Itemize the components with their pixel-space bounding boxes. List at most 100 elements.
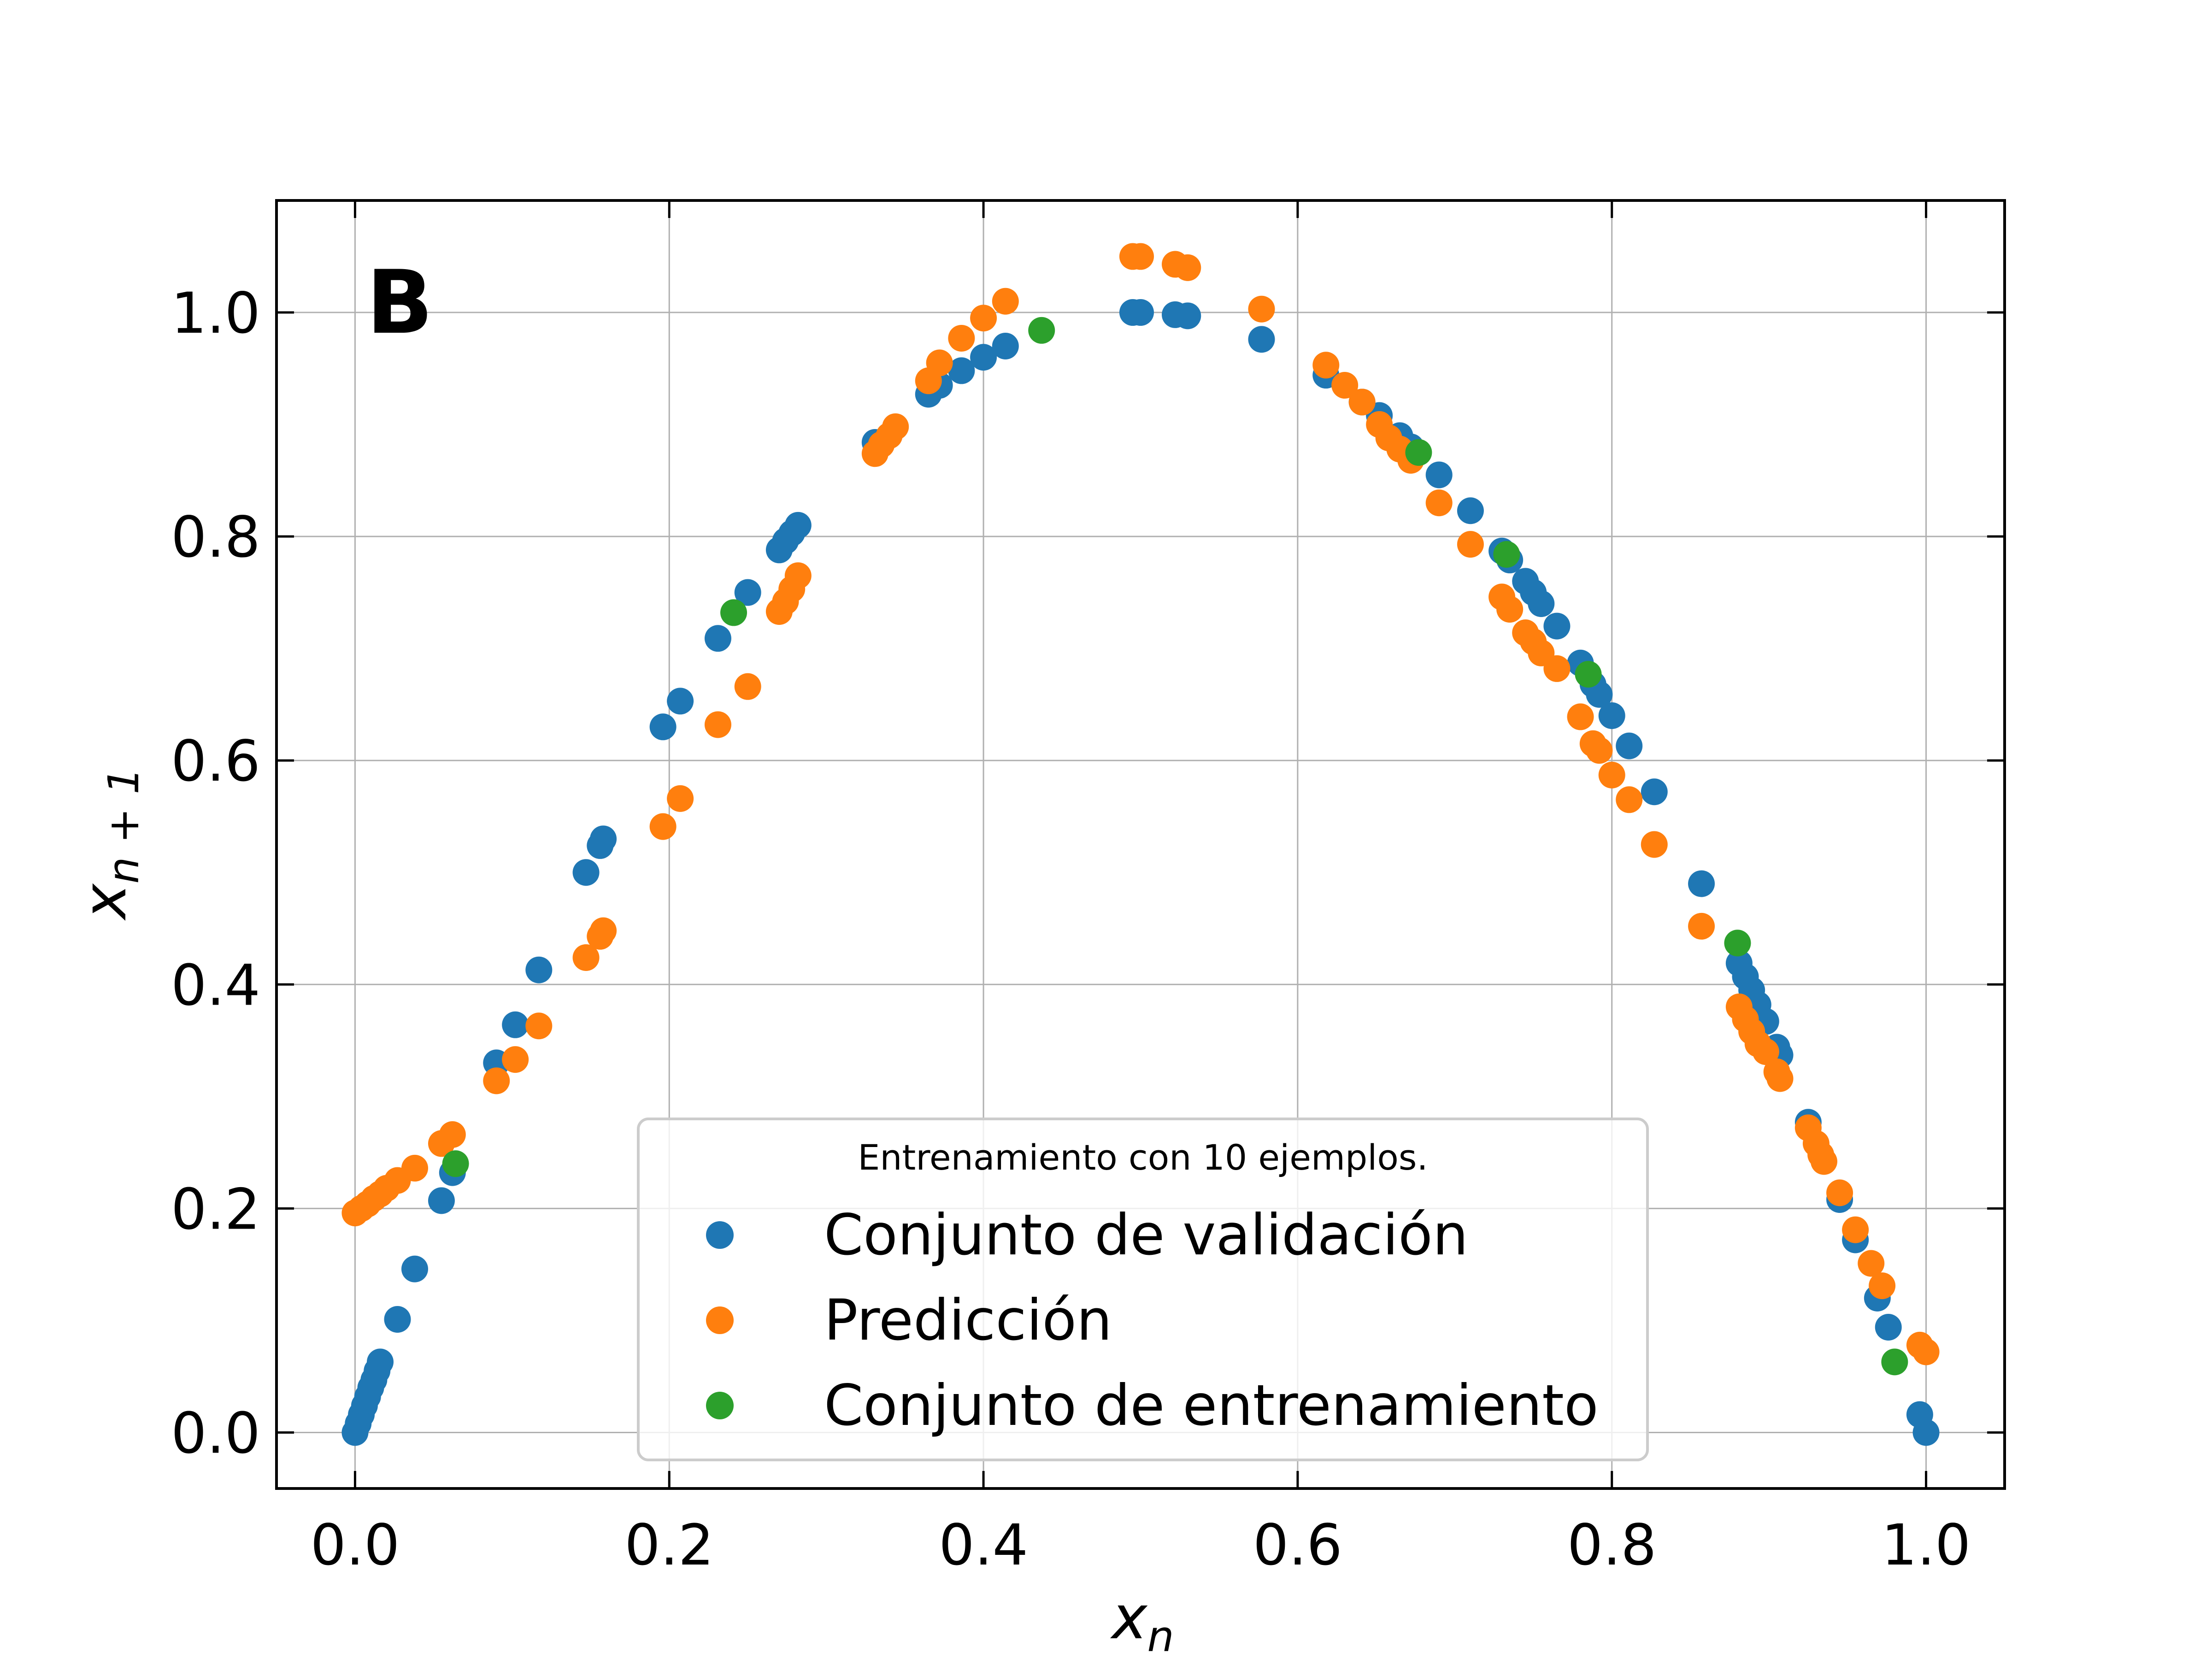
training-point	[1493, 541, 1520, 568]
validation-point	[784, 512, 812, 539]
legend-marker-validation	[706, 1221, 734, 1249]
x-tick-label: 0.2	[624, 1512, 714, 1578]
prediction-point	[1457, 531, 1484, 558]
prediction-point	[926, 349, 953, 377]
prediction-point	[1312, 352, 1340, 379]
prediction-point	[1174, 254, 1201, 281]
validation-point	[401, 1255, 428, 1282]
validation-point	[590, 825, 617, 853]
prediction-point	[502, 1046, 529, 1073]
prediction-point	[1543, 655, 1571, 682]
validation-point	[1586, 681, 1613, 708]
prediction-point	[1810, 1148, 1837, 1175]
y-tick-label: 0.4	[171, 953, 260, 1018]
validation-point	[1174, 302, 1201, 329]
validation-point	[1248, 326, 1275, 353]
series-prediction	[341, 243, 1940, 1365]
y-tick-label: 0.2	[171, 1177, 260, 1242]
validation-point	[649, 713, 677, 741]
validation-point	[1457, 497, 1484, 524]
validation-point	[1641, 778, 1668, 806]
prediction-point	[525, 1012, 553, 1040]
training-point	[442, 1150, 469, 1177]
prediction-point	[1425, 489, 1453, 517]
prediction-point	[572, 944, 600, 971]
validation-point	[992, 332, 1019, 359]
prediction-point	[882, 413, 909, 440]
validation-point	[948, 357, 975, 384]
validation-point	[1616, 732, 1643, 759]
legend-title: Entrenamiento con 10 ejemplos.	[858, 1137, 1428, 1178]
axis-ticks: 0.0 0.2 0.4 0.6 0.8 1.0 0.0 0.2 0.4 0.6 0.8 1.0	[171, 200, 2005, 1578]
prediction-point	[401, 1154, 428, 1182]
validation-point	[572, 859, 600, 886]
training-point	[1881, 1348, 1908, 1376]
prediction-point	[704, 711, 731, 738]
prediction-point	[1912, 1338, 1940, 1365]
x-tick-label: 0.4	[939, 1512, 1028, 1578]
validation-point	[384, 1306, 411, 1333]
prediction-point	[649, 813, 677, 840]
prediction-point	[1586, 737, 1613, 764]
prediction-point	[1567, 703, 1594, 730]
x-tick-label: 0.6	[1253, 1512, 1342, 1578]
training-point	[1724, 930, 1751, 957]
validation-point	[1912, 1419, 1940, 1446]
legend-label-prediction: Predicción	[824, 1288, 1112, 1353]
prediction-point	[1248, 295, 1275, 323]
prediction-point	[784, 562, 812, 589]
x-tick-label: 1.0	[1882, 1512, 1971, 1578]
validation-point	[1425, 461, 1453, 488]
prediction-point	[1127, 243, 1154, 270]
validation-point	[502, 1011, 529, 1038]
x-tick-label: 0.0	[310, 1512, 400, 1578]
prediction-point	[439, 1121, 466, 1148]
data-points	[341, 243, 1940, 1446]
legend-label-validation: Conjunto de validación	[824, 1202, 1468, 1268]
x-axis-label-subscript: n	[1147, 1612, 1174, 1659]
prediction-point	[590, 917, 617, 944]
x-tick-label: 0.8	[1567, 1512, 1657, 1578]
plot-frame	[275, 199, 2006, 1490]
legend-box	[637, 1118, 1649, 1461]
prediction-point	[483, 1067, 510, 1094]
prediction-point	[1826, 1179, 1853, 1206]
panel-label: B	[366, 252, 433, 353]
prediction-point	[1842, 1216, 1869, 1243]
prediction-point	[1598, 761, 1625, 788]
prediction-point	[1348, 388, 1376, 416]
legend: Entrenamiento con 10 ejemplos. Conjunto …	[637, 1118, 1649, 1461]
validation-point	[704, 625, 731, 652]
prediction-point	[1616, 786, 1643, 813]
validation-point	[667, 688, 694, 715]
validation-point	[734, 579, 761, 606]
validation-point	[970, 344, 997, 371]
y-axis-label-subscript: n + 1	[99, 767, 148, 883]
training-point	[1575, 661, 1602, 688]
prediction-point	[1331, 372, 1359, 399]
prediction-point	[1641, 831, 1668, 858]
legend-label-training: Conjunto de entrenamiento	[824, 1373, 1599, 1438]
prediction-point	[948, 324, 975, 352]
validation-point	[1875, 1314, 1902, 1341]
prediction-point	[1688, 912, 1715, 940]
x-axis-label: xn	[1110, 1583, 1174, 1659]
validation-point	[1127, 299, 1154, 326]
prediction-point	[1858, 1250, 1885, 1277]
y-axis-label: xn + 1	[70, 767, 148, 921]
prediction-point	[734, 673, 761, 700]
prediction-point	[667, 785, 694, 812]
legend-marker-training	[706, 1392, 734, 1419]
validation-point	[1543, 612, 1571, 640]
grid-lines	[276, 200, 2005, 1488]
training-point	[720, 599, 747, 626]
prediction-point	[992, 288, 1019, 315]
series-training	[442, 317, 1908, 1376]
prediction-point	[1496, 596, 1524, 623]
prediction-point	[970, 305, 997, 332]
prediction-point	[1869, 1272, 1896, 1300]
y-tick-label: 0.6	[171, 729, 260, 794]
validation-point	[1528, 590, 1555, 617]
legend-marker-prediction	[706, 1306, 734, 1334]
